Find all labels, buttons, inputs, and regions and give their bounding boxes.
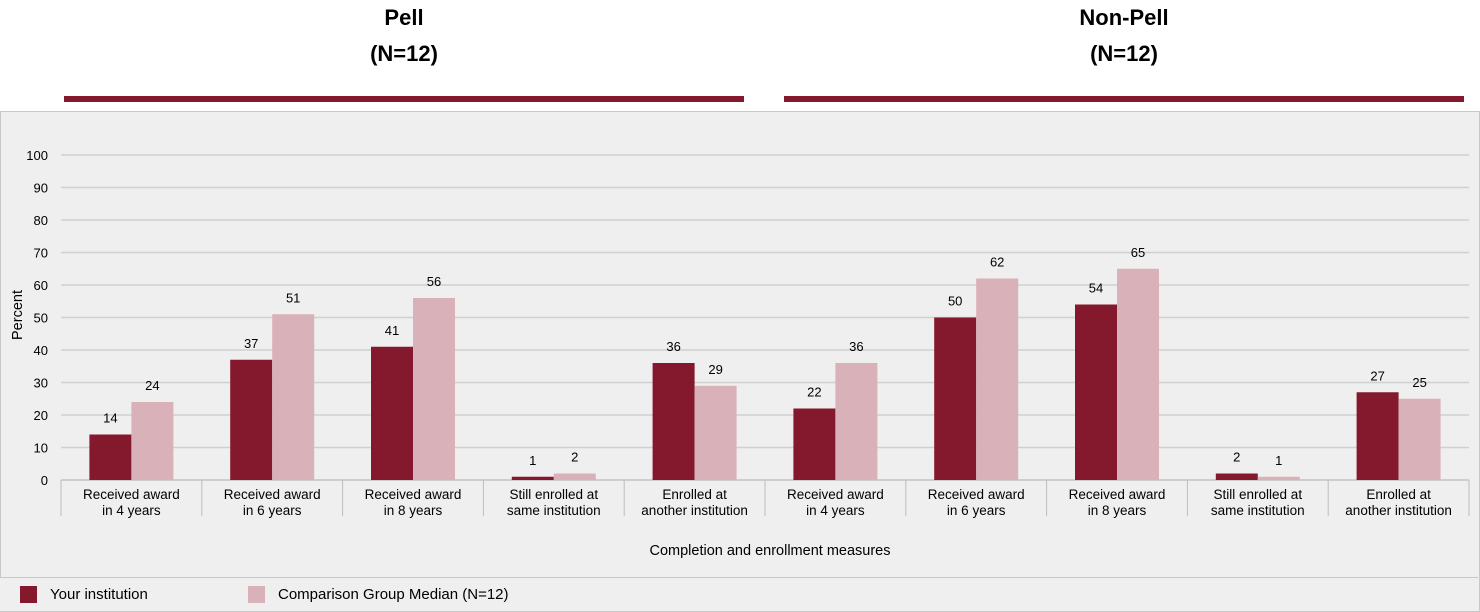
x-tick-label: Received award — [83, 487, 180, 502]
x-tick-label: Still enrolled at — [510, 487, 599, 502]
group-rule-non-pell — [784, 96, 1464, 102]
data-label: 41 — [385, 323, 399, 338]
data-label: 27 — [1370, 368, 1384, 383]
bar — [230, 359, 273, 480]
data-label: 54 — [1089, 281, 1103, 296]
bar — [553, 473, 596, 480]
data-label: 2 — [1233, 450, 1240, 465]
data-label: 22 — [807, 385, 821, 400]
legend-label-comparison: Comparison Group Median (N=12) — [278, 586, 509, 603]
data-label: 51 — [286, 290, 300, 305]
data-label: 36 — [849, 339, 863, 354]
y-tick-label: 20 — [34, 408, 48, 423]
data-label: 1 — [529, 453, 536, 468]
data-label: 56 — [427, 274, 441, 289]
x-tick-label: Received award — [787, 487, 884, 502]
group-n-label: (N=12) — [1090, 41, 1158, 66]
bar — [793, 408, 836, 480]
y-tick-label: 60 — [34, 278, 48, 293]
x-tick-label: same institution — [1211, 503, 1305, 518]
group-n-label: (N=12) — [370, 41, 438, 66]
x-tick-label: in 6 years — [243, 503, 302, 518]
bar — [89, 434, 132, 480]
bar — [934, 317, 977, 480]
group-rule-pell — [64, 96, 744, 102]
x-tick-label: another institution — [641, 503, 748, 518]
data-label: 37 — [244, 336, 258, 351]
x-tick-label: in 8 years — [384, 503, 443, 518]
data-label: 65 — [1131, 245, 1145, 260]
bar — [272, 314, 315, 480]
legend: Your institution Comparison Group Median… — [0, 577, 1478, 611]
x-tick-label: Received award — [928, 487, 1025, 502]
x-tick-label: Received award — [224, 487, 321, 502]
x-tick-label: Enrolled at — [1366, 487, 1431, 502]
group-header-pell: Pell (N=12) — [64, 0, 744, 72]
bar — [413, 298, 455, 480]
data-label: 25 — [1412, 375, 1426, 390]
x-tick-label: in 6 years — [947, 503, 1006, 518]
y-tick-label: 50 — [34, 311, 48, 326]
x-tick-label: Received award — [365, 487, 462, 502]
data-label: 29 — [708, 362, 722, 377]
data-label: 62 — [990, 255, 1004, 270]
data-label: 1 — [1275, 453, 1282, 468]
data-label: 2 — [571, 450, 578, 465]
bar — [835, 363, 878, 480]
data-label: 24 — [145, 378, 159, 393]
bar-chart: 0 10 20 30 40 50 60 70 80 90 100 14 37 41 1 36 22 50 54 2 27… — [10, 148, 1470, 559]
group-title: Pell — [384, 5, 424, 30]
bar — [976, 278, 1019, 480]
bar — [1356, 392, 1399, 480]
legend-swatch-institution — [20, 586, 37, 603]
bar — [1257, 476, 1300, 480]
chart-panel: 0 10 20 30 40 50 60 70 80 90 100 14 37 41 1 36 22 50 54 2 27… — [0, 111, 1480, 612]
legend-item-comparison: Comparison Group Median (N=12) — [248, 586, 509, 603]
bar — [371, 346, 413, 480]
legend-label-institution: Your institution — [50, 586, 148, 603]
bar — [511, 476, 554, 480]
x-tick-label: in 8 years — [1088, 503, 1147, 518]
y-tick-label: 90 — [34, 181, 48, 196]
y-axis-title: Percent — [10, 290, 26, 340]
x-tick-label: Still enrolled at — [1214, 487, 1303, 502]
y-tick-label: 40 — [34, 343, 48, 358]
bar — [1398, 398, 1441, 480]
bar — [694, 385, 737, 480]
y-tick-label: 0 — [41, 473, 48, 488]
legend-swatch-comparison — [248, 586, 265, 603]
x-tick-label: in 4 years — [806, 503, 865, 518]
data-label: 14 — [103, 411, 117, 426]
legend-item-institution: Your institution — [20, 586, 148, 603]
y-tick-label: 10 — [34, 441, 48, 456]
bar — [1075, 304, 1117, 480]
y-tick-label: 30 — [34, 376, 48, 391]
x-tick-label: same institution — [507, 503, 601, 518]
y-tick-label: 100 — [26, 148, 48, 163]
y-tick-label: 70 — [34, 246, 48, 261]
data-label: 36 — [666, 339, 680, 354]
group-title: Non-Pell — [1079, 5, 1169, 30]
x-tick-label: in 4 years — [102, 503, 161, 518]
bar — [652, 363, 695, 480]
x-axis-title: Completion and enrollment measures — [650, 543, 891, 559]
data-label: 50 — [948, 294, 962, 309]
x-tick-label: Enrolled at — [662, 487, 727, 502]
bar — [131, 402, 174, 480]
bar — [1117, 268, 1159, 480]
group-header-non-pell: Non-Pell (N=12) — [784, 0, 1464, 72]
x-tick-label: Received award — [1069, 487, 1166, 502]
bar — [1215, 473, 1258, 480]
x-tick-label: another institution — [1345, 503, 1452, 518]
y-tick-label: 80 — [34, 213, 48, 228]
